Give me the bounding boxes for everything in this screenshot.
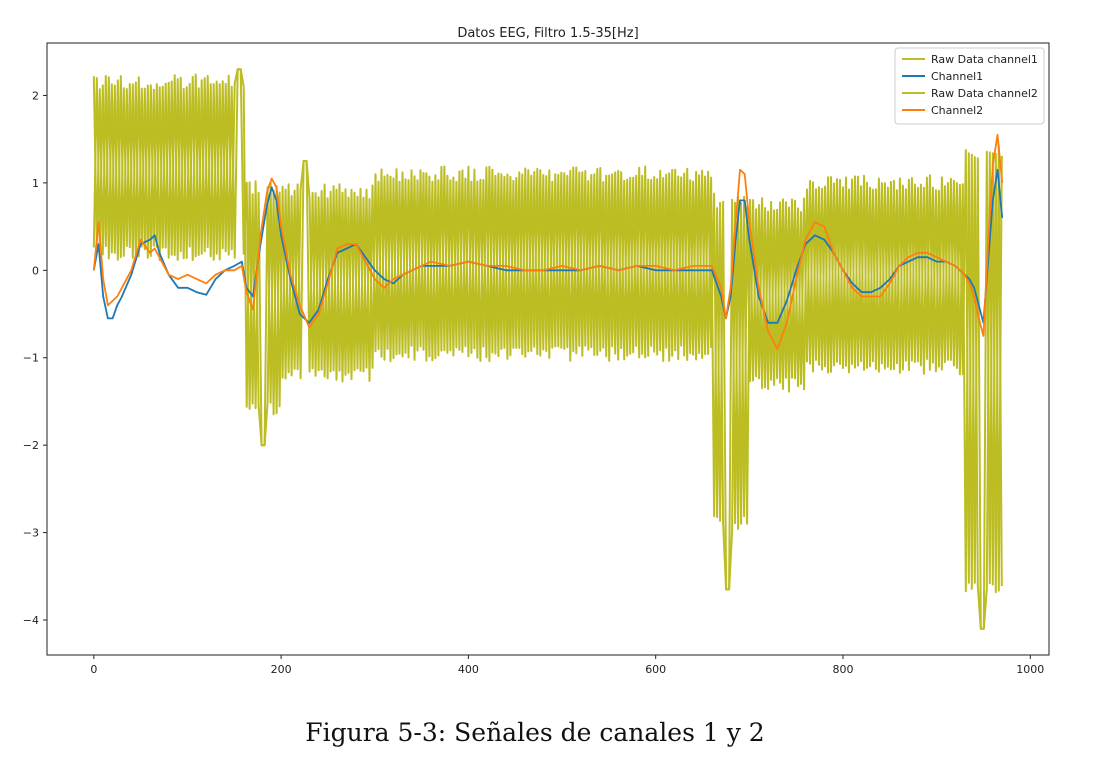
legend-label: Channel1 [931,70,983,83]
x-tick-label: 600 [645,663,666,676]
x-tick-label: 400 [458,663,479,676]
x-tick-label: 0 [90,663,97,676]
legend-label: Raw Data channel2 [931,87,1038,100]
legend: Raw Data channel1 Channel1 Raw Data channe… [894,47,1045,125]
chart-title: Datos EEG, Filtro 1.5-35[Hz] [457,26,638,41]
y-tick-label: 1 [32,177,39,190]
y-tick-label: 0 [32,264,39,277]
legend-label: Channel2 [931,104,983,117]
legend-box [894,47,1045,125]
series-line-channel2 [92,133,1004,350]
legend-label: Raw Data channel1 [931,53,1038,66]
y-tick-label: −1 [23,352,39,365]
y-tick-label: −3 [23,527,39,540]
y-axis: 2 1 0 −1 −2 −3 −4 [23,89,47,627]
figure-caption: Figura 5-3: Señales de canales 1 y 2 [305,718,765,747]
y-tick-label: −2 [23,439,39,452]
series-line-raw-2 [92,68,1003,630]
x-axis: 0 200 400 600 800 1000 [90,655,1044,676]
x-tick-label: 800 [832,663,853,676]
y-tick-label: 2 [32,89,39,102]
y-tick-label: −4 [23,614,39,627]
x-tick-label: 200 [271,663,292,676]
eeg-line-chart: Datos EEG, Filtro 1.5-35[Hz] 0 200 400 600 8… [23,26,1050,676]
plot-frame [46,42,1050,656]
series-layer [92,68,1004,630]
x-tick-label: 1000 [1016,663,1044,676]
